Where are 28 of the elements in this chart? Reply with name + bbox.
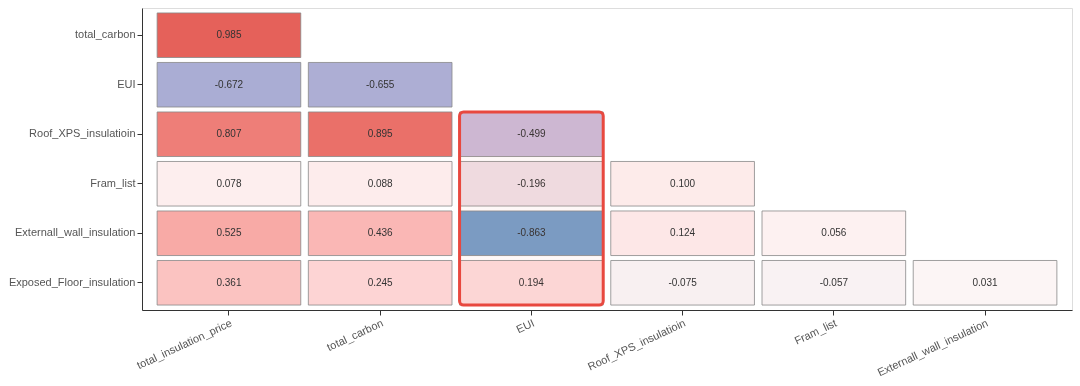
data-label: 0.031 [972,276,998,288]
data-label: -0.057 [819,276,849,288]
y-tick-label: Roof_XPS_insulatioin [29,127,136,140]
data-label: -0.672 [214,78,244,90]
data-label: 0.525 [216,227,242,239]
y-tick-label: Fram_list [90,176,136,189]
x-tick-label: EUI [514,316,537,336]
y-tick-label: EUI [117,77,136,90]
data-label: 0.985 [216,29,242,41]
data-label: -0.499 [517,128,546,140]
data-label: 0.436 [367,227,394,239]
data-label: 0.056 [821,227,847,239]
data-label: 0.100 [670,177,696,189]
data-label: 0.194 [518,276,545,288]
data-label: 0.895 [367,128,394,140]
data-label: -0.075 [668,276,698,288]
y-tick-label: Exposed_Floor_insulation [8,275,136,288]
data-label: -0.196 [517,177,546,189]
data-label: 0.088 [367,177,394,189]
data-label: 0.807 [216,128,242,140]
data-label: 0.124 [670,227,696,239]
data-label: -0.655 [365,78,395,90]
y-tick-label: total_carbon [74,28,136,41]
data-label: 0.361 [216,276,242,288]
data-label: 0.078 [216,177,242,189]
data-label: -0.863 [517,227,546,239]
data-label: 0.245 [367,276,394,288]
y-tick-label: Externall_wall_insulation [15,226,136,239]
